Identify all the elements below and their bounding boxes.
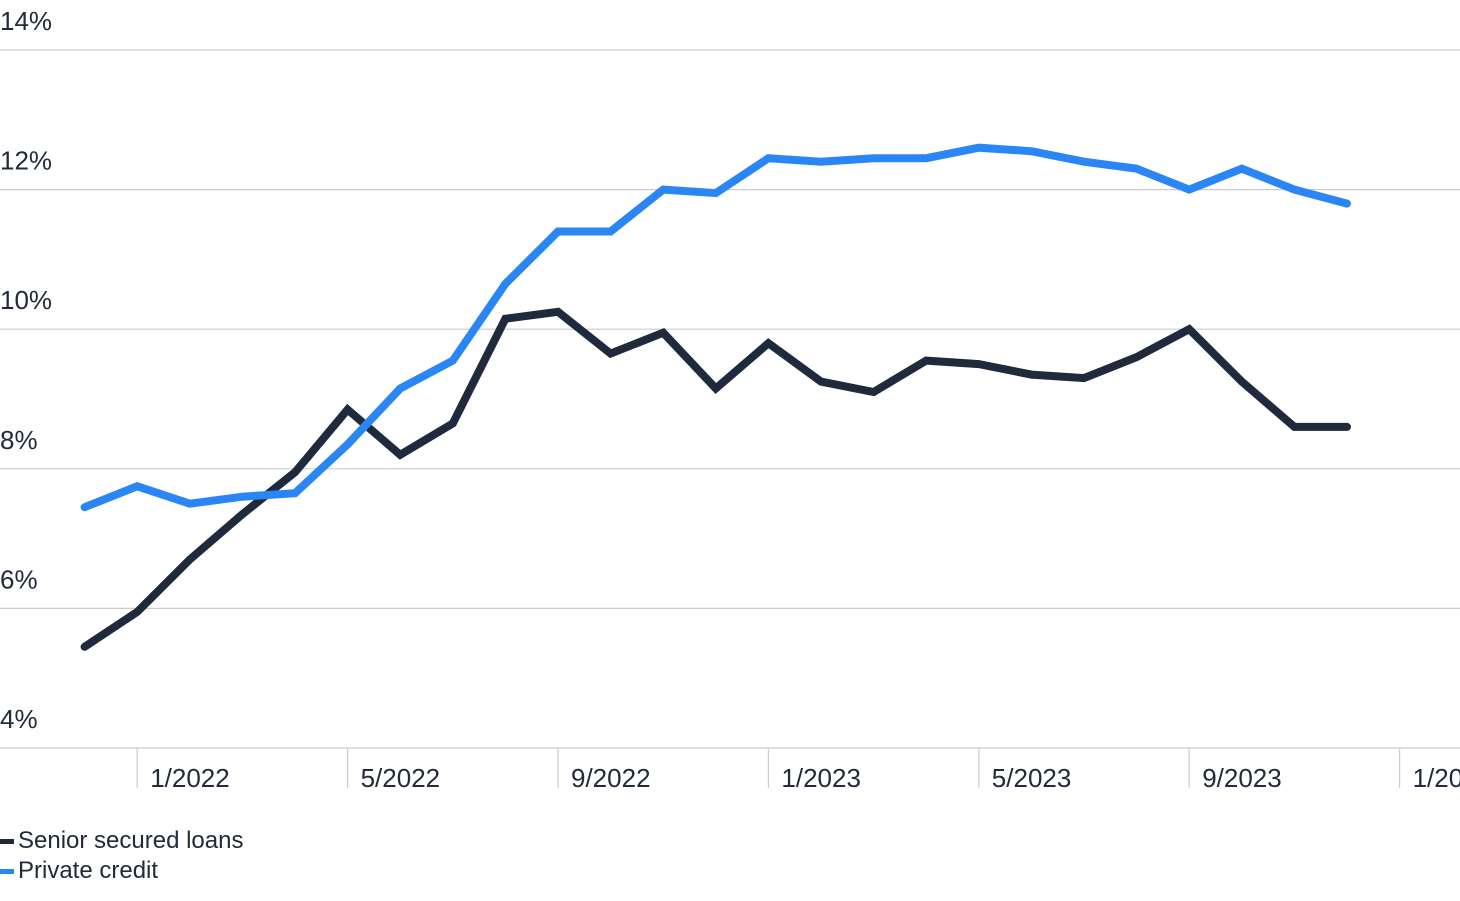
x-axis: 1/2022 5/2022 9/2022 1/2023 5/2023 9/2023 1/20… [136, 748, 1460, 793]
series-layer [80, 143, 1351, 651]
x-tick-label: 5/2023 [992, 763, 1072, 793]
grid-layer [0, 49, 1460, 749]
x-tick-label: 5/2022 [361, 763, 441, 793]
legend-swatch-senior-secured-loans [0, 838, 14, 844]
legend-label-private-credit: Private credit [18, 857, 159, 884]
y-tick-label: 4% [0, 704, 38, 734]
y-tick-label: 6% [0, 564, 38, 594]
legend: Senior secured loans Private credit [0, 826, 243, 886]
legend-swatch-private-credit [0, 868, 14, 874]
x-tick-label: 9/2022 [571, 763, 651, 793]
legend-label-senior-secured-loans: Senior secured loans [18, 827, 244, 854]
x-tick-label: 1/2023 [781, 763, 861, 793]
y-tick-label: 12% [0, 146, 52, 176]
series-line-private-credit [80, 143, 1351, 512]
y-tick-label: 8% [0, 425, 38, 455]
y-tick-label: 10% [0, 285, 52, 315]
x-tick-label: 1/2024 [1413, 763, 1460, 793]
series-line-senior-secured-loans [80, 307, 1351, 651]
legend-item-private-credit: Private credit [0, 856, 243, 886]
y-axis: 4% 6% 8% 10% 12% 14% [0, 6, 52, 734]
legend-item-senior-secured-loans: Senior secured loans [0, 826, 243, 856]
x-tick-label: 1/2022 [150, 763, 230, 793]
x-tick-label: 9/2023 [1202, 763, 1282, 793]
y-tick-label: 14% [0, 6, 52, 36]
